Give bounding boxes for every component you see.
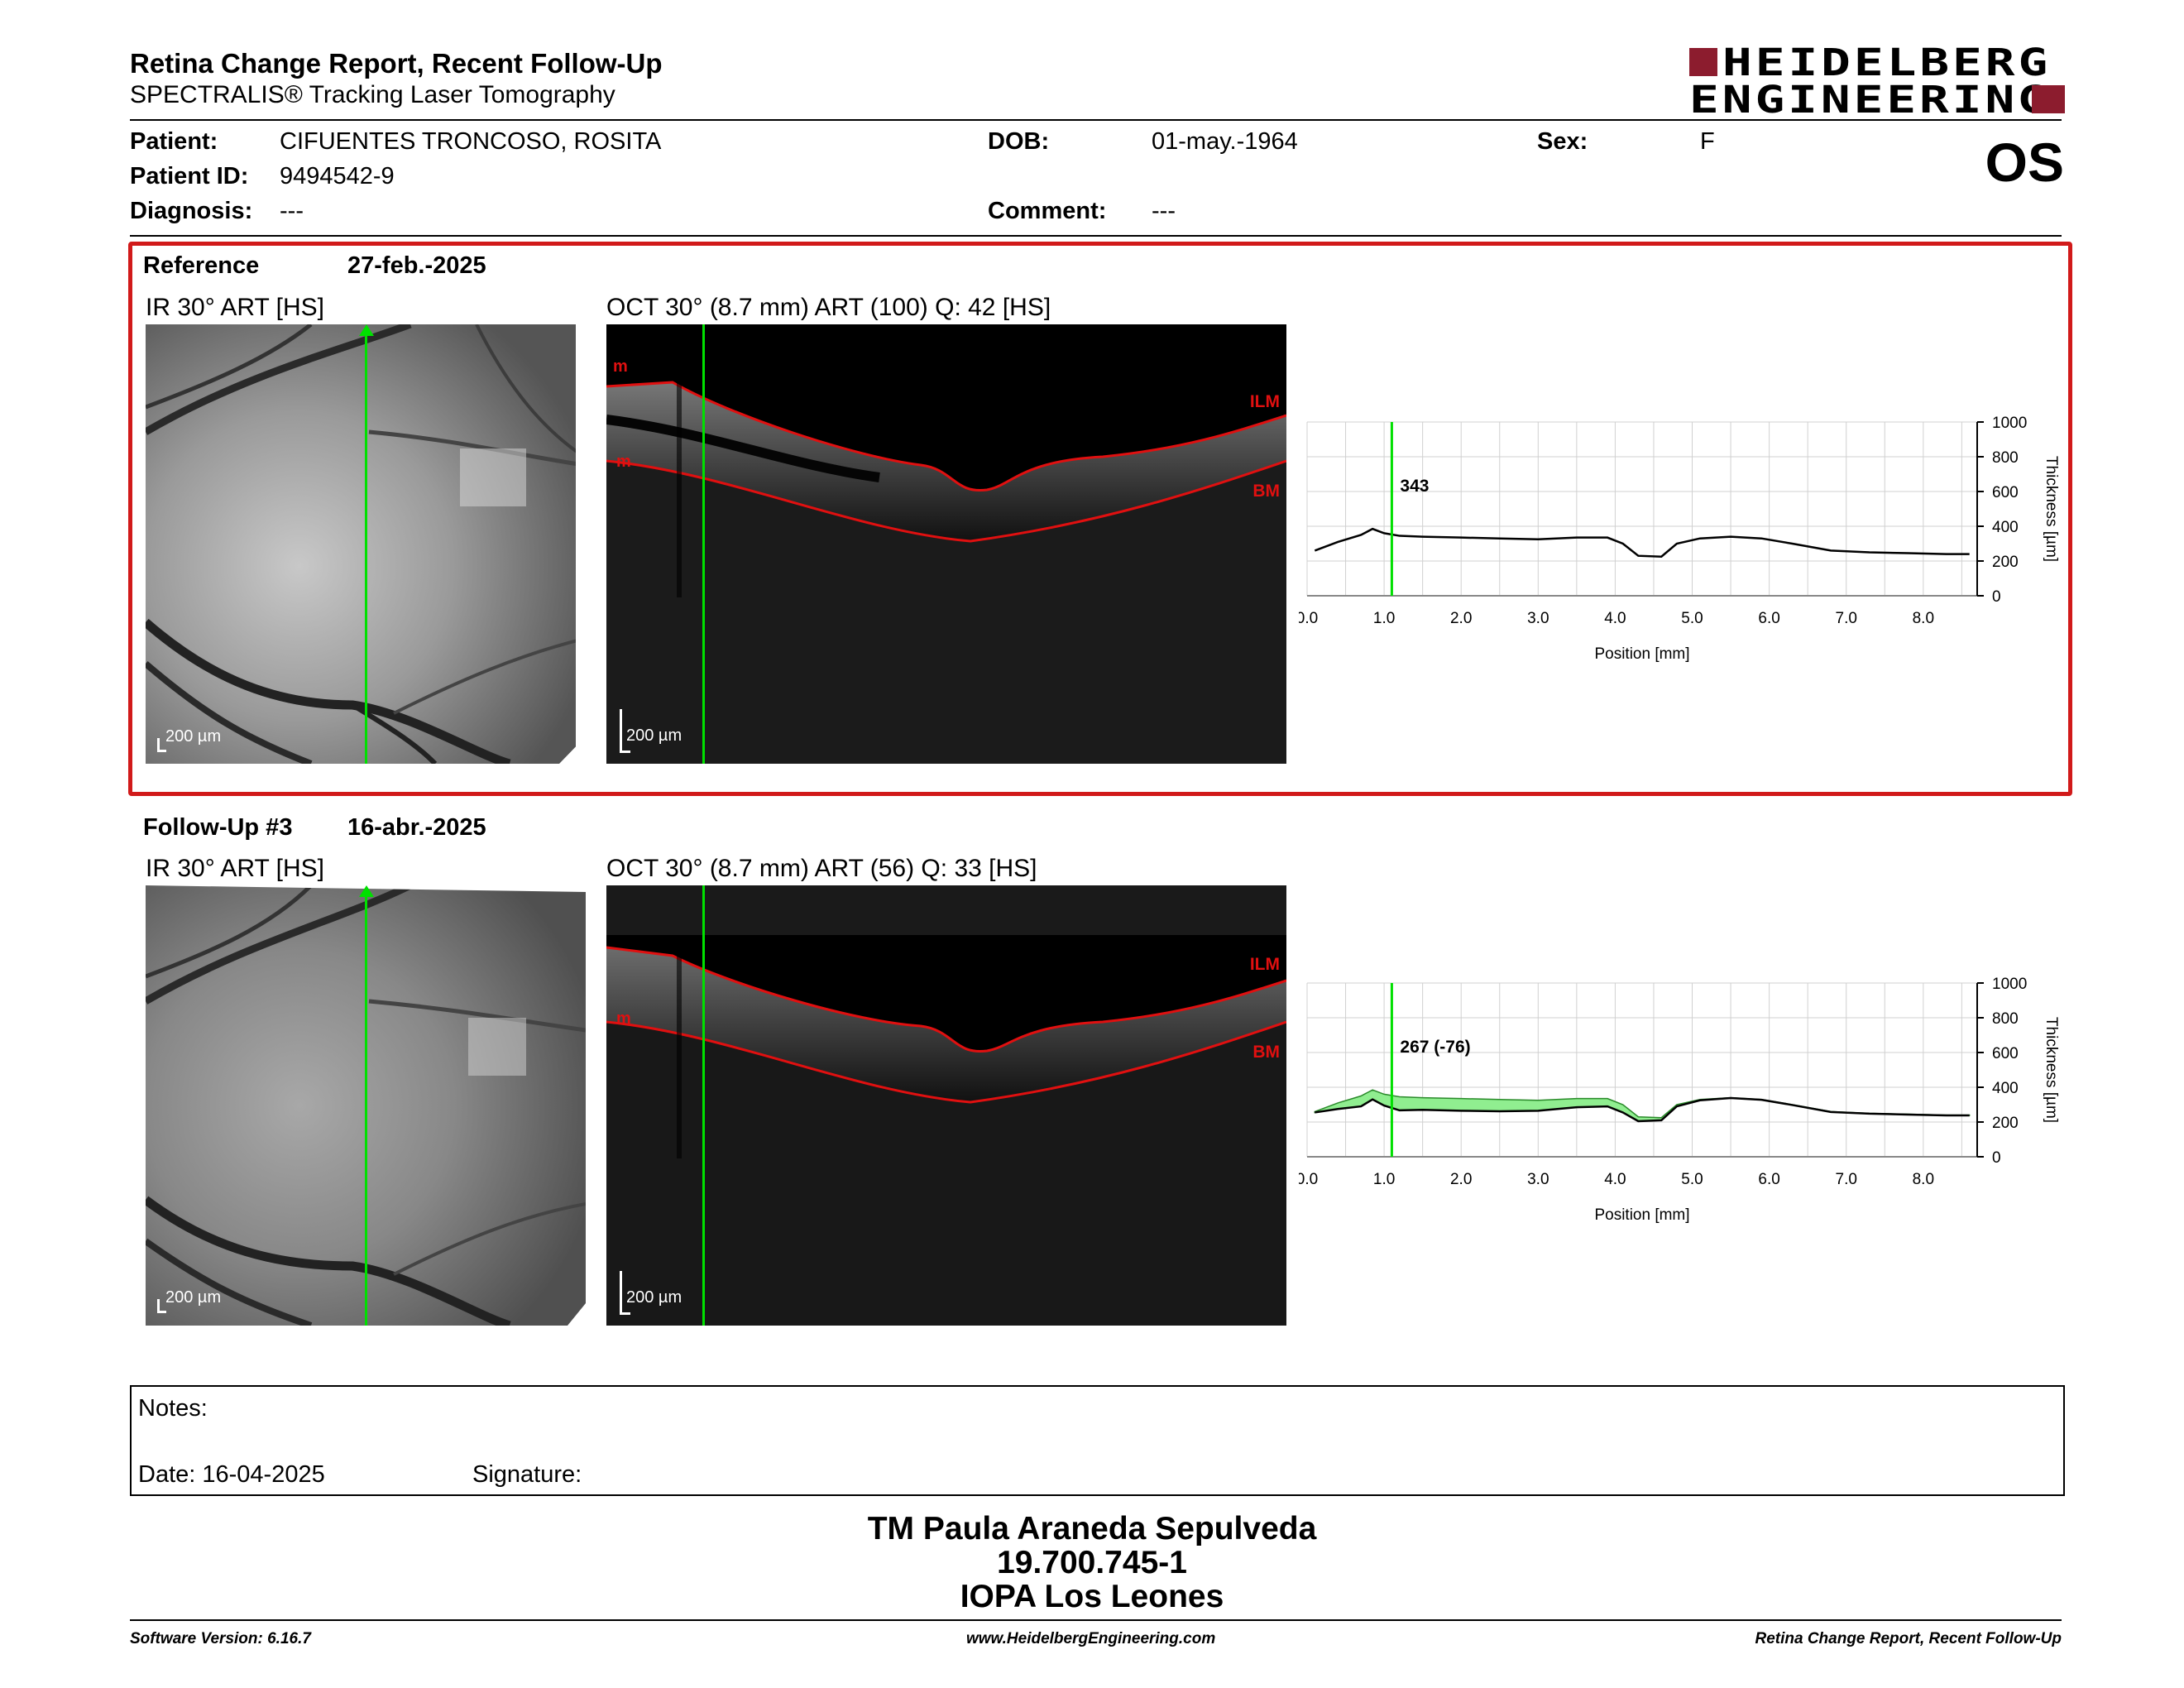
dob-value: 01-may.-1964 xyxy=(1152,128,1298,155)
signature-id: 19.700.745-1 xyxy=(997,1545,1187,1580)
reference-thickness-chart: 0 200 400 600 800 1000 0.0 1.0 2.0 3.0 4.0 5.0 6.0 7.… xyxy=(1299,415,2060,663)
notes-date: Date: 16-04-2025 xyxy=(138,1461,325,1488)
eye-indicator: OS xyxy=(1985,132,2064,193)
cursor-thickness-label: 267 (-76) xyxy=(1400,1038,1470,1057)
report-title: Retina Change Report, Recent Follow-Up xyxy=(130,48,663,79)
followup-ilm-label: ILM xyxy=(1249,955,1280,974)
comment-value: --- xyxy=(1152,198,1176,224)
reference-marker-top: m xyxy=(613,357,628,376)
followup-oct-scale: 200 µm xyxy=(626,1288,682,1307)
x-tick-label: 4.0 xyxy=(1604,1171,1626,1188)
arrow-up-icon xyxy=(359,885,374,897)
footer-software-version: Software Version: 6.16.7 xyxy=(130,1630,311,1647)
y-tick-label: 600 xyxy=(1992,484,2019,501)
x-tick-label: 3.0 xyxy=(1527,610,1549,627)
x-tick-label: 1.0 xyxy=(1373,610,1395,627)
reference-oct-bscan: m m ILM BM 200 µm xyxy=(606,324,1286,764)
y-tick-label: 400 xyxy=(1992,1080,2019,1097)
thickness-difference-area xyxy=(1314,1089,1971,1122)
sex-label: Sex: xyxy=(1537,128,1588,155)
reference-ir-scale: 200 µm xyxy=(165,727,222,746)
reference-marker-bottom: m xyxy=(616,453,631,471)
x-tick-label: 2.0 xyxy=(1450,610,1472,627)
x-tick-label: 7.0 xyxy=(1836,610,1857,627)
notes-label: Notes: xyxy=(138,1395,208,1422)
x-tick-label: 6.0 xyxy=(1758,1171,1779,1188)
x-tick-label: 8.0 xyxy=(1913,610,1934,627)
footer-report-name: Retina Change Report, Recent Follow-Up xyxy=(1755,1630,2062,1647)
arrow-up-icon xyxy=(359,324,374,336)
followup-ir-scan-line xyxy=(365,890,367,1326)
x-tick-label: 5.0 xyxy=(1681,1171,1703,1188)
y-tick-label: 0 xyxy=(1992,588,2001,606)
x-tick-label: 8.0 xyxy=(1913,1171,1934,1188)
followup-thickness-line xyxy=(1315,1096,1970,1123)
y-tick-label: 400 xyxy=(1992,519,2019,536)
report-subtitle: SPECTRALIS® Tracking Laser Tomography xyxy=(130,81,615,108)
followup-oct-title: OCT 30° (8.7 mm) ART (56) Q: 33 [HS] xyxy=(606,855,1037,882)
reference-ilm-label: ILM xyxy=(1249,392,1280,411)
reference-label: Reference xyxy=(143,252,260,279)
dob-label: DOB: xyxy=(988,128,1050,155)
reference-oct-cursor xyxy=(702,324,705,764)
followup-date: 16-abr.-2025 xyxy=(347,814,486,841)
y-axis-label: Thickness [µm] xyxy=(2043,1017,2060,1123)
y-tick-label: 200 xyxy=(1992,554,2019,571)
reference-thickness-line xyxy=(1314,527,1970,559)
diagnosis-label: Diagnosis: xyxy=(130,198,253,224)
x-tick-label: 2.0 xyxy=(1450,1171,1472,1188)
followup-ir-scale: 200 µm xyxy=(165,1288,222,1307)
notes-signature-label: Signature: xyxy=(472,1461,582,1488)
x-tick-label: 5.0 xyxy=(1681,610,1703,627)
reference-bm-label: BM xyxy=(1252,482,1280,501)
y-tick-label: 200 xyxy=(1992,1115,2019,1132)
x-tick-label: 4.0 xyxy=(1604,610,1626,627)
x-tick-label: 0.0 xyxy=(1299,1171,1318,1188)
comment-label: Comment: xyxy=(988,198,1107,224)
patient-id-value: 9494542-9 xyxy=(280,163,395,189)
reference-ir-scan-line xyxy=(365,329,367,764)
followup-oct-cursor xyxy=(702,885,705,1326)
patient-label: Patient: xyxy=(130,128,218,155)
footer-website[interactable]: www.HeidelbergEngineering.com xyxy=(966,1630,1216,1647)
sex-value: F xyxy=(1700,128,1715,155)
followup-label: Follow-Up #3 xyxy=(143,814,293,841)
signature-name: TM Paula Araneda Sepulveda xyxy=(867,1511,1317,1547)
followup-thickness-chart: 0 200 400 600 800 1000 0.0 1.0 2.0 3.0 4.0 5.0 6.0 7.… xyxy=(1299,976,2060,1224)
reference-ir-title: IR 30° ART [HS] xyxy=(146,294,324,321)
patient-value: CIFUENTES TRONCOSO, ROSITA xyxy=(280,128,662,155)
reference-oct-scale: 200 µm xyxy=(626,727,682,745)
y-tick-label: 1000 xyxy=(1992,976,2027,993)
reference-oct-title: OCT 30° (8.7 mm) ART (100) Q: 42 [HS] xyxy=(606,294,1051,321)
cursor-thickness-label: 343 xyxy=(1400,477,1429,496)
x-tick-label: 7.0 xyxy=(1836,1171,1857,1188)
notes-box[interactable]: Notes: Date: 16-04-2025 Signature: xyxy=(130,1385,2065,1496)
followup-ir-title: IR 30° ART [HS] xyxy=(146,855,324,882)
diagnosis-value: --- xyxy=(280,198,304,224)
x-axis-label: Position [mm] xyxy=(1594,1206,1689,1224)
logo-line2: ENGINEERING xyxy=(1689,78,2051,122)
y-tick-label: 0 xyxy=(1992,1149,2001,1167)
x-tick-label: 6.0 xyxy=(1758,610,1779,627)
reference-date: 27-feb.-2025 xyxy=(347,252,486,279)
reference-panel xyxy=(128,242,2072,796)
signature-institution: IOPA Los Leones xyxy=(960,1579,1224,1614)
y-tick-label: 1000 xyxy=(1992,415,2027,432)
y-tick-label: 600 xyxy=(1992,1045,2019,1062)
y-axis-label: Thickness [µm] xyxy=(2043,456,2060,562)
followup-bm-label: BM xyxy=(1252,1043,1280,1062)
logo-line1: HEIDELBERG xyxy=(1722,41,2052,84)
x-tick-label: 0.0 xyxy=(1299,610,1318,627)
x-tick-label: 1.0 xyxy=(1373,1171,1395,1188)
followup-marker-bottom: m xyxy=(616,1009,631,1028)
patient-id-label: Patient ID: xyxy=(130,163,249,189)
followup-oct-bscan: m ILM BM 200 µm xyxy=(606,885,1286,1326)
y-tick-label: 800 xyxy=(1992,449,2019,467)
y-tick-label: 800 xyxy=(1992,1010,2019,1028)
x-tick-label: 3.0 xyxy=(1527,1171,1549,1188)
x-axis-label: Position [mm] xyxy=(1594,645,1689,663)
